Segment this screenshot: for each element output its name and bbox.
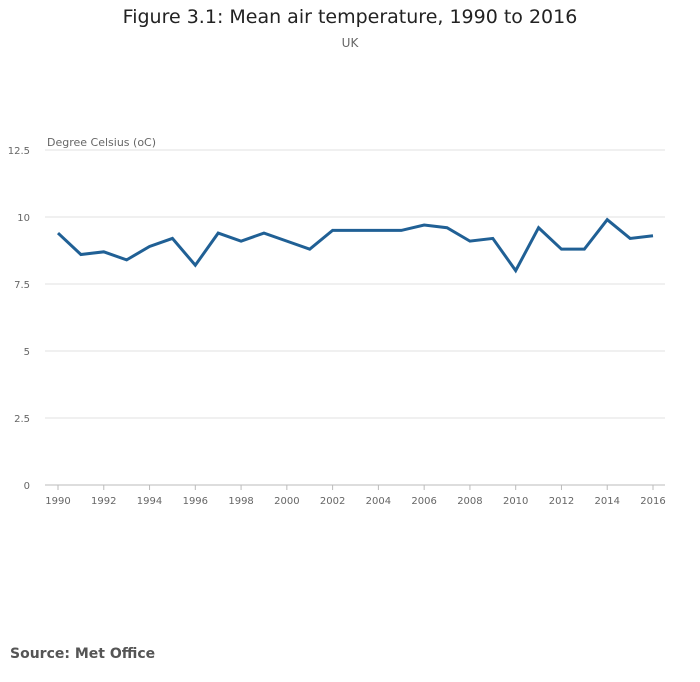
chart-title: Figure 3.1: Mean air temperature, 1990 t… xyxy=(122,6,578,28)
x-tick-label: 2010 xyxy=(503,496,528,507)
source-note: Source: Met Office xyxy=(10,646,156,662)
x-tick-label: 2016 xyxy=(640,496,665,507)
series-line xyxy=(56,217,654,274)
x-tick-label: 2004 xyxy=(366,496,391,507)
x-tick-label: 2002 xyxy=(320,496,345,507)
y-tick-label: 10 xyxy=(17,213,30,224)
x-tick-label: 2012 xyxy=(549,496,574,507)
x-tick-label: 2008 xyxy=(457,496,482,507)
x-tick-label: 2000 xyxy=(274,496,299,507)
y-tick-label: 0 xyxy=(24,481,30,492)
x-tick-label: 2014 xyxy=(595,496,620,507)
y-tick-label: 7.5 xyxy=(14,280,30,291)
x-tick-label: 1990 xyxy=(45,496,70,507)
x-tick-label: 1998 xyxy=(228,496,253,507)
y-tick-label: 2.5 xyxy=(14,414,30,425)
y-axis-label: Degree Celsius (oC) xyxy=(47,136,156,149)
chart-subtitle: UK xyxy=(341,36,359,50)
x-tick-label: 1996 xyxy=(183,496,208,507)
y-tick-label: 12.5 xyxy=(8,146,30,157)
x-tick-label: 1994 xyxy=(137,496,162,507)
x-tick-label: 2006 xyxy=(411,496,436,507)
y-tick-label: 5 xyxy=(24,347,30,358)
x-tick-label: 1992 xyxy=(91,496,116,507)
